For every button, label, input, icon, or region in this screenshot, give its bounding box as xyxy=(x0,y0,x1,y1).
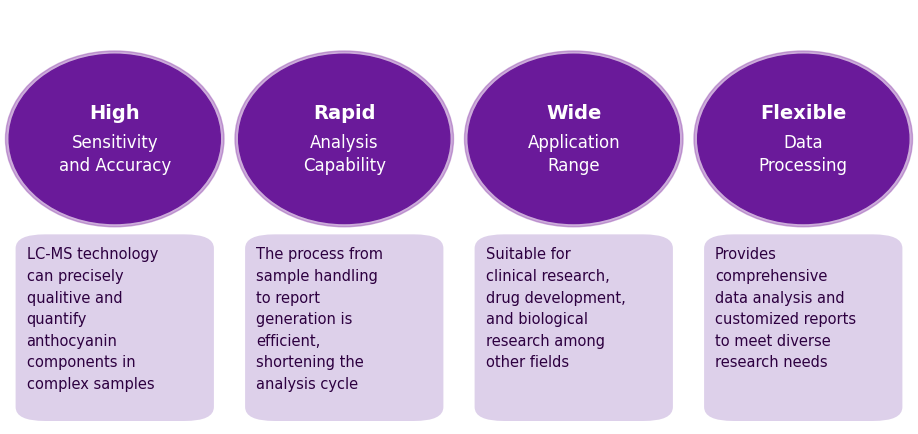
Text: Suitable for
clinical research,
drug development,
and biological
research among
: Suitable for clinical research, drug dev… xyxy=(486,247,625,370)
Text: Flexible: Flexible xyxy=(760,104,846,123)
FancyBboxPatch shape xyxy=(16,234,214,421)
Ellipse shape xyxy=(468,54,679,224)
FancyBboxPatch shape xyxy=(245,234,443,421)
Text: Application
Range: Application Range xyxy=(528,134,620,174)
Ellipse shape xyxy=(694,51,912,227)
Ellipse shape xyxy=(235,51,453,227)
Ellipse shape xyxy=(6,51,224,227)
Text: Wide: Wide xyxy=(546,104,601,123)
Text: High: High xyxy=(89,104,140,123)
Text: Provides
comprehensive
data analysis and
customized reports
to meet diverse
rese: Provides comprehensive data analysis and… xyxy=(715,247,856,370)
Text: Sensitivity
and Accuracy: Sensitivity and Accuracy xyxy=(59,134,171,174)
Ellipse shape xyxy=(239,54,450,224)
Text: Analysis
Capability: Analysis Capability xyxy=(303,134,386,174)
Text: LC-MS technology
can precisely
qualitive and
quantify
anthocyanin
components in
: LC-MS technology can precisely qualitive… xyxy=(27,247,158,392)
Text: The process from
sample handling
to report
generation is
efficient,
shortening t: The process from sample handling to repo… xyxy=(256,247,383,392)
Ellipse shape xyxy=(9,54,220,224)
Ellipse shape xyxy=(465,51,683,227)
Ellipse shape xyxy=(698,54,909,224)
FancyBboxPatch shape xyxy=(475,234,673,421)
FancyBboxPatch shape xyxy=(704,234,902,421)
Text: Data
Processing: Data Processing xyxy=(759,134,847,174)
Text: Rapid: Rapid xyxy=(313,104,375,123)
